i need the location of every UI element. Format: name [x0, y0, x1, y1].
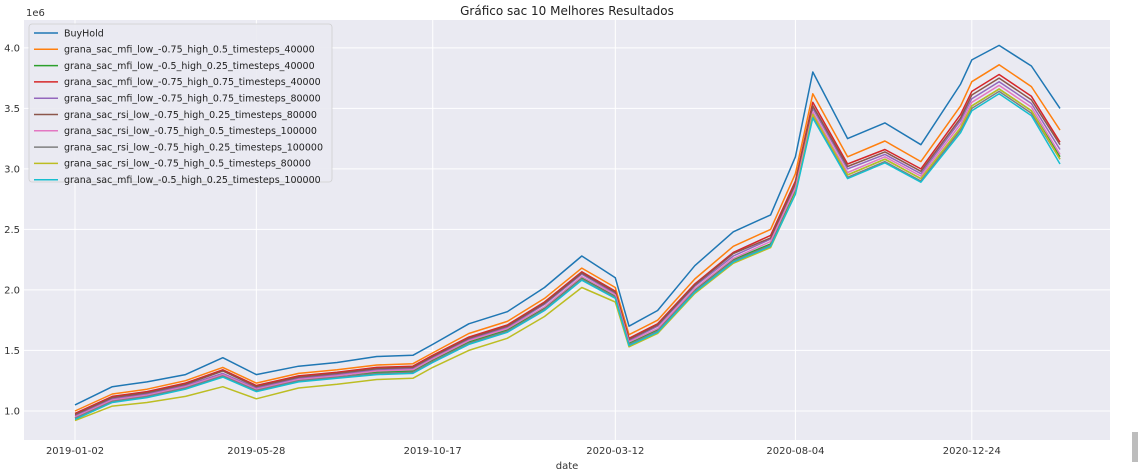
x-tick-label: 2020-12-24 — [943, 446, 1001, 457]
y-tick-label: 3.0 — [4, 164, 20, 175]
legend-label: grana_sac_rsi_low_-0.75_high_0.5_timeste… — [64, 126, 317, 137]
x-tick-label: 2019-01-02 — [46, 446, 104, 457]
series-lines — [74, 44, 1061, 422]
legend-box — [28, 23, 333, 183]
y-tick-labels: 1.0 1.5 2.0 2.5 3.0 3.5 4.0 — [4, 43, 20, 417]
series-line-0 — [74, 44, 1061, 406]
chart-title: Gráfico sac 10 Melhores Resultados — [460, 4, 674, 18]
y-tick-label: 2.0 — [4, 285, 20, 296]
x-tick-label: 2020-03-12 — [586, 446, 644, 457]
legend: BuyHold grana_sac_mfi_low_-0.75_high_0.5_… — [28, 23, 333, 186]
legend-label: grana_sac_rsi_low_-0.75_high_0.5_timeste… — [64, 159, 311, 170]
x-tick-label: 2019-10-17 — [404, 446, 462, 457]
scrollbar-thumb[interactable] — [1132, 432, 1138, 462]
legend-label: grana_sac_mfi_low_-0.75_high_0.5_timeste… — [64, 45, 315, 56]
legend-label: grana_sac_rsi_low_-0.75_high_0.25_timest… — [64, 142, 323, 153]
y-tick-label: 1.0 — [4, 406, 20, 417]
x-tick-label: 2020-08-04 — [766, 446, 824, 457]
y-tick-label: 3.5 — [4, 104, 20, 115]
series-line-8 — [74, 88, 1061, 422]
legend-label: grana_sac_mfi_low_-0.75_high_0.75_timest… — [64, 77, 321, 88]
legend-label: grana_sac_mfi_low_-0.5_high_0.25_timeste… — [64, 175, 321, 186]
y-tick-label: 4.0 — [4, 43, 20, 54]
legend-label: grana_sac_rsi_low_-0.75_high_0.25_timest… — [64, 110, 317, 121]
legend-label: grana_sac_mfi_low_-0.5_high_0.25_timeste… — [64, 61, 315, 72]
y-tick-label: 1.5 — [4, 346, 20, 357]
legend-label: grana_sac_mfi_low_-0.75_high_0.75_timest… — [64, 94, 321, 105]
series-line-6 — [74, 84, 1061, 418]
x-tick-label: 2019-05-28 — [227, 446, 285, 457]
series-line-1 — [74, 64, 1061, 412]
legend-label: BuyHold — [64, 28, 104, 39]
x-axis-label: date — [556, 461, 579, 472]
series-line-3 — [74, 73, 1061, 415]
y-tick-label: 2.5 — [4, 225, 20, 236]
series-line-9 — [74, 93, 1061, 421]
series-line-5 — [74, 77, 1061, 416]
y-scale-label: 1e6 — [26, 8, 45, 19]
x-tick-labels: 2019-01-02 2019-05-28 2019-10-17 2020-03-12… — [46, 446, 1001, 457]
